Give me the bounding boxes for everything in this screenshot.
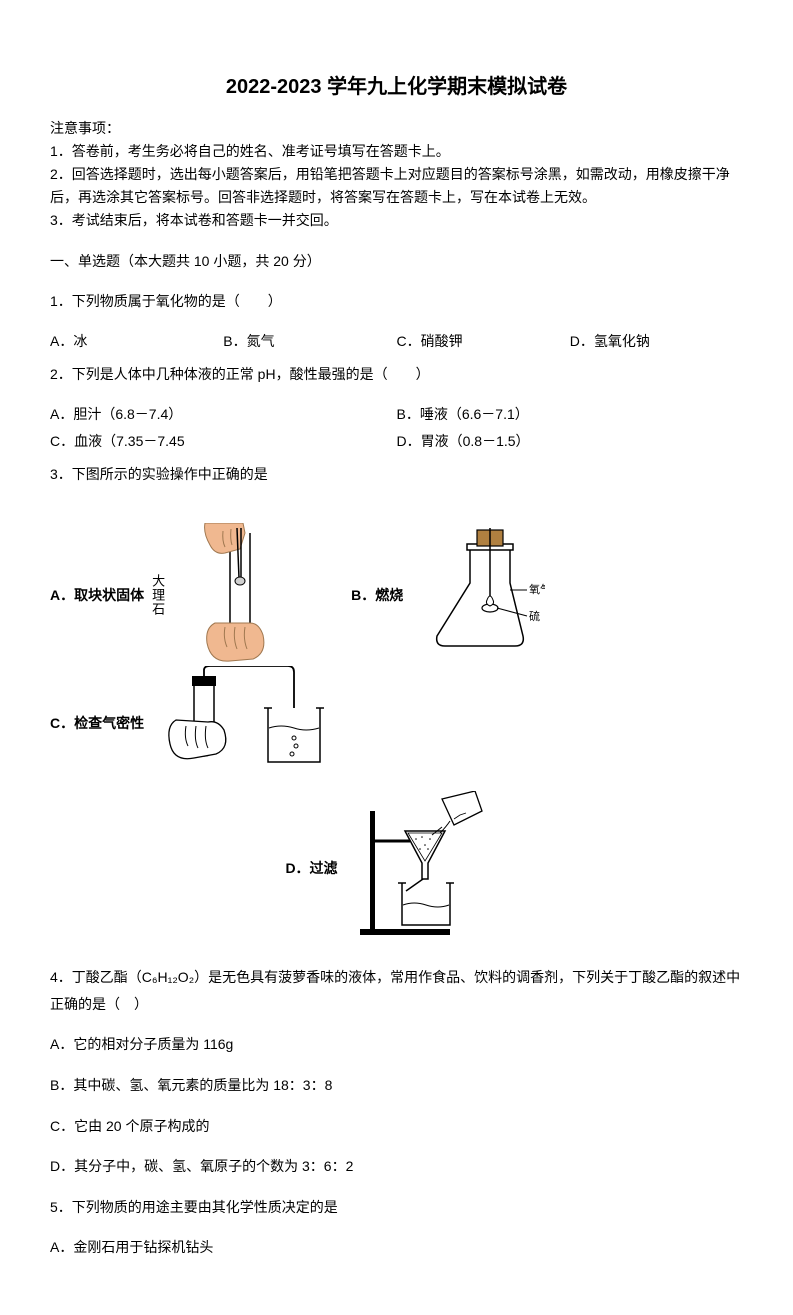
- q3-opt-c-item: C．检查气密性: [50, 666, 334, 779]
- q4-opt-d: D．其分子中，碳、氢、氧原子的个数为 3：6：2: [50, 1153, 743, 1180]
- q3-opt-c-label: C．检查气密性: [50, 713, 144, 733]
- q4-opt-b: B．其中碳、氢、氧元素的质量比为 18：3：8: [50, 1072, 743, 1099]
- q3-figure-row-1: A．取块状固体 大理石: [50, 523, 743, 779]
- q1-stem: 1．下列物质属于氧化物的是（ ）: [50, 288, 743, 315]
- q4-opt-c: C．它由 20 个原子构成的: [50, 1113, 743, 1140]
- q3-fig-b-icon: 氧气 硫: [415, 528, 545, 661]
- q2-row1: A．胆汁（6.8－7.4） B．唾液（6.6－7.1）: [50, 401, 743, 428]
- marble-label: 大理石: [148, 574, 167, 616]
- q2-opt-d: D．胃液（0.8－1.5）: [397, 428, 744, 455]
- oxygen-label-text: 氧气: [529, 582, 545, 596]
- exam-page: 2022-2023 学年九上化学期末模拟试卷 注意事项： 1．答卷前，考生务必将…: [0, 0, 793, 1315]
- q3-opt-d-label: D．过滤: [285, 858, 337, 878]
- q2-row2: C．血液（7.35－7.45 D．胃液（0.8－1.5）: [50, 428, 743, 455]
- q4-opt-a: A．它的相对分子质量为 116g: [50, 1031, 743, 1058]
- q1-opt-c: C．硝酸钾: [397, 328, 570, 355]
- q2-opt-c: C．血液（7.35－7.45: [50, 428, 397, 455]
- q3-fig-d-icon: [350, 791, 500, 944]
- q3-stem: 3．下图所示的实验操作中正确的是: [50, 461, 743, 488]
- q3-opt-b-label: B．燃烧: [351, 585, 403, 605]
- q3-opt-a-item: A．取块状固体 大理石: [50, 523, 341, 666]
- note-2: 2．回答选择题时，选出每小题答案后，用铅笔把答题卡上对应题目的答案标号涂黑，如需…: [50, 163, 743, 209]
- exam-title: 2022-2023 学年九上化学期末模拟试卷: [50, 70, 743, 99]
- q3-figure-row-2: D．过滤: [50, 791, 743, 944]
- q1-options: A．冰 B．氮气 C．硝酸钾 D．氢氧化钠: [50, 328, 743, 355]
- q1-opt-d: D．氢氧化钠: [570, 328, 743, 355]
- q2-opt-a: A．胆汁（6.8－7.4）: [50, 401, 397, 428]
- q3-opt-b-item: B．燃烧 氧气 硫: [351, 528, 553, 661]
- q5-stem: 5．下列物质的用途主要由其化学性质决定的是: [50, 1194, 743, 1221]
- section-1-head: 一、单选题（本大题共 10 小题，共 20 分）: [50, 250, 743, 273]
- q3-fig-c-icon: [156, 666, 326, 779]
- sulfur-label-text: 硫: [529, 609, 540, 623]
- note-1: 1．答卷前，考生务必将自己的姓名、准考证号填写在答题卡上。: [50, 140, 743, 163]
- q1-opt-b: B．氮气: [223, 328, 396, 355]
- q5-opt-a: A．金刚石用于钻探机钻头: [50, 1234, 743, 1261]
- notes-head: 注意事项：: [50, 117, 743, 140]
- note-3: 3．考试结束后，将本试卷和答题卡一并交回。: [50, 209, 743, 232]
- q3-fig-a-icon: [175, 523, 295, 666]
- q1-opt-a: A．冰: [50, 328, 223, 355]
- q4-stem: 4．丁酸乙酯（C₆H₁₂O₂）是无色具有菠萝香味的液体，常用作食品、饮料的调香剂…: [50, 964, 743, 1017]
- q2-opt-b: B．唾液（6.6－7.1）: [397, 401, 744, 428]
- q2-stem: 2．下列是人体中几种体液的正常 pH，酸性最强的是（ ）: [50, 361, 743, 388]
- q3-opt-a-label: A．取块状固体: [50, 585, 144, 605]
